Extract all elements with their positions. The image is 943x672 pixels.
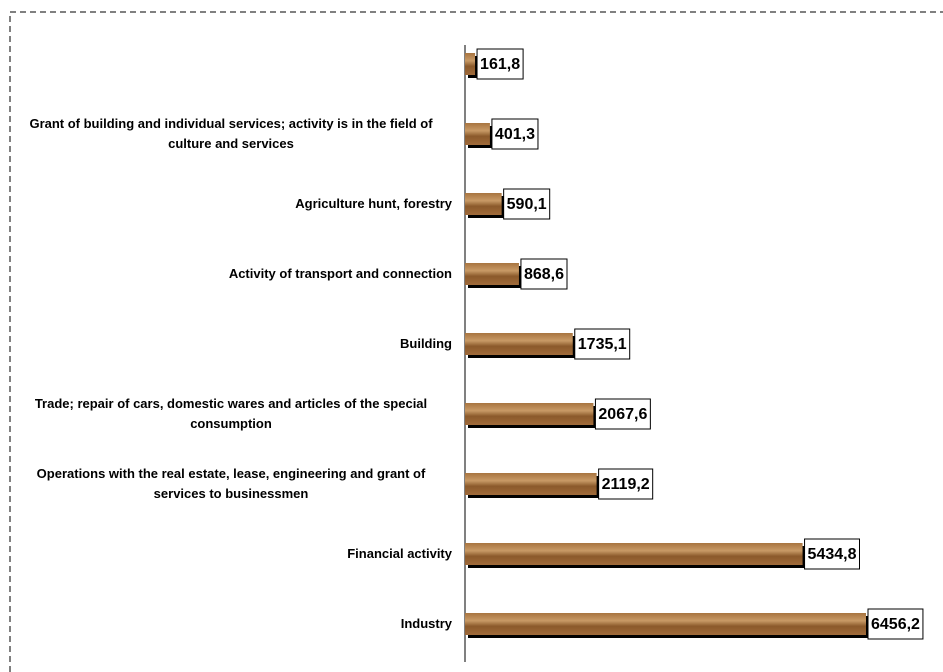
value-label: 6456,2 <box>871 616 920 633</box>
category-text: Financial activity <box>347 546 452 561</box>
value-label: 161,8 <box>480 56 520 73</box>
category-label: Agriculture hunt, forestry <box>10 179 452 229</box>
bar <box>465 263 519 285</box>
category-label: Trade; repair of cars, domestic wares an… <box>10 389 452 439</box>
value-label: 5434,8 <box>808 546 857 563</box>
category-label: Building <box>10 319 452 369</box>
bar <box>465 543 803 565</box>
category-label: Grant of building and individual service… <box>10 109 452 159</box>
value-label-box <box>598 468 654 500</box>
value-label-box <box>867 608 924 640</box>
bar <box>465 473 597 495</box>
bar <box>465 123 490 145</box>
value-label: 1735,1 <box>578 336 627 353</box>
value-label-box <box>476 48 524 80</box>
category-text: Building <box>400 336 452 351</box>
category-text: Activity of transport and connection <box>228 266 452 281</box>
bar <box>465 53 476 75</box>
category-text: Trade; repair of cars, domestic wares an… <box>34 396 428 431</box>
value-label: 401,3 <box>495 126 535 143</box>
bar <box>465 193 502 215</box>
value-label: 2067,6 <box>598 406 647 423</box>
bar <box>465 333 573 355</box>
value-label-box <box>574 328 631 360</box>
category-text: Operations with the real estate, lease, … <box>36 466 426 501</box>
category-text: Agriculture hunt, forestry <box>295 196 452 211</box>
bar <box>465 403 594 425</box>
category-text: Grant of building and individual service… <box>29 116 433 151</box>
value-label-box <box>594 398 651 430</box>
category-label: Financial activity <box>10 529 452 579</box>
category-label: Industry <box>10 599 452 649</box>
frame <box>9 11 943 672</box>
value-label-box <box>491 118 539 150</box>
value-label-box <box>520 258 568 290</box>
value-label: 590,1 <box>507 196 547 213</box>
bar <box>465 613 866 635</box>
value-label: 868,6 <box>524 266 564 283</box>
category-label: Activity of transport and connection <box>10 249 452 299</box>
category-label: Operations with the real estate, lease, … <box>10 459 452 509</box>
category-text: Industry <box>400 616 452 631</box>
value-label: 2119,2 <box>602 476 650 493</box>
value-label-box <box>804 538 860 570</box>
value-label-box <box>503 188 551 220</box>
